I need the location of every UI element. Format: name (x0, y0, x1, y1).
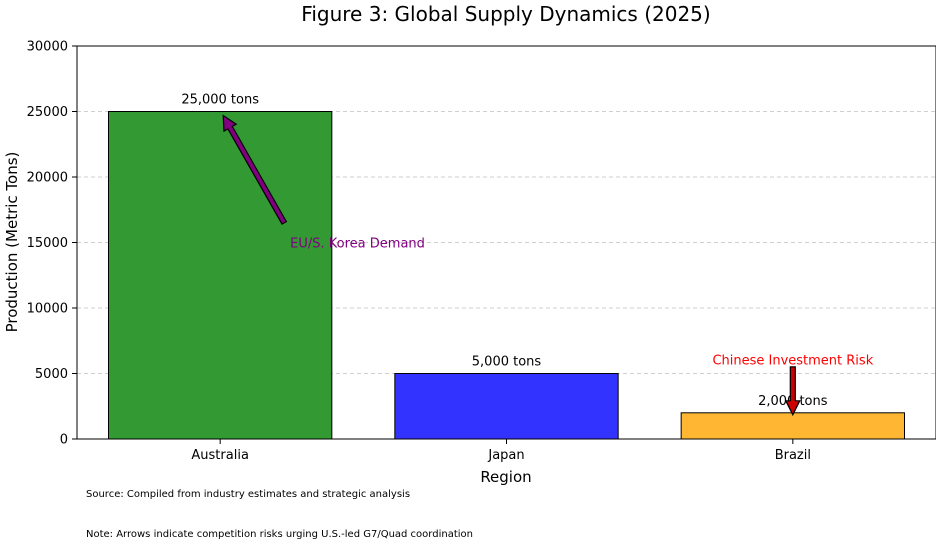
bars (107, 111, 906, 440)
x-tick-label: Japan (487, 448, 524, 463)
annotations: EU/S. Korea Demand Chinese Investment Ris… (222, 114, 874, 417)
annotation-label-demand: EU/S. Korea Demand (290, 237, 425, 252)
bar (394, 373, 619, 440)
x-tick-label: Brazil (775, 448, 811, 463)
y-tick-label: 30000 (27, 40, 68, 55)
bar (107, 111, 333, 440)
annotation-arrow-risk (784, 366, 801, 417)
x-axis: Australia Japan Brazil (191, 439, 811, 463)
footnote: Note: Arrows indicate competition risks … (86, 529, 473, 540)
y-tick-label: 0 (60, 433, 68, 448)
bar (680, 412, 906, 440)
source-note: Source: Compiled from industry estimates… (86, 489, 411, 500)
y-axis-label: Production (Metric Tons) (3, 152, 21, 333)
x-tick-label: Australia (191, 448, 249, 463)
chart-title: Figure 3: Global Supply Dynamics (2025) (301, 2, 710, 26)
x-axis-label: Region (480, 468, 531, 486)
data-label: 5,000 tons (472, 355, 542, 370)
annotation-label-risk: Chinese Investment Risk (712, 353, 873, 368)
y-axis: 0 5000 10000 15000 20000 25000 30000 (27, 40, 77, 448)
annotation-arrow-demand (222, 114, 288, 225)
data-label: 25,000 tons (181, 93, 259, 108)
y-tick-label: 20000 (27, 171, 68, 186)
y-tick-label: 15000 (27, 236, 68, 251)
y-tick-label: 5000 (35, 367, 68, 382)
y-tick-label: 25000 (27, 105, 68, 120)
y-tick-label: 10000 (27, 302, 68, 317)
